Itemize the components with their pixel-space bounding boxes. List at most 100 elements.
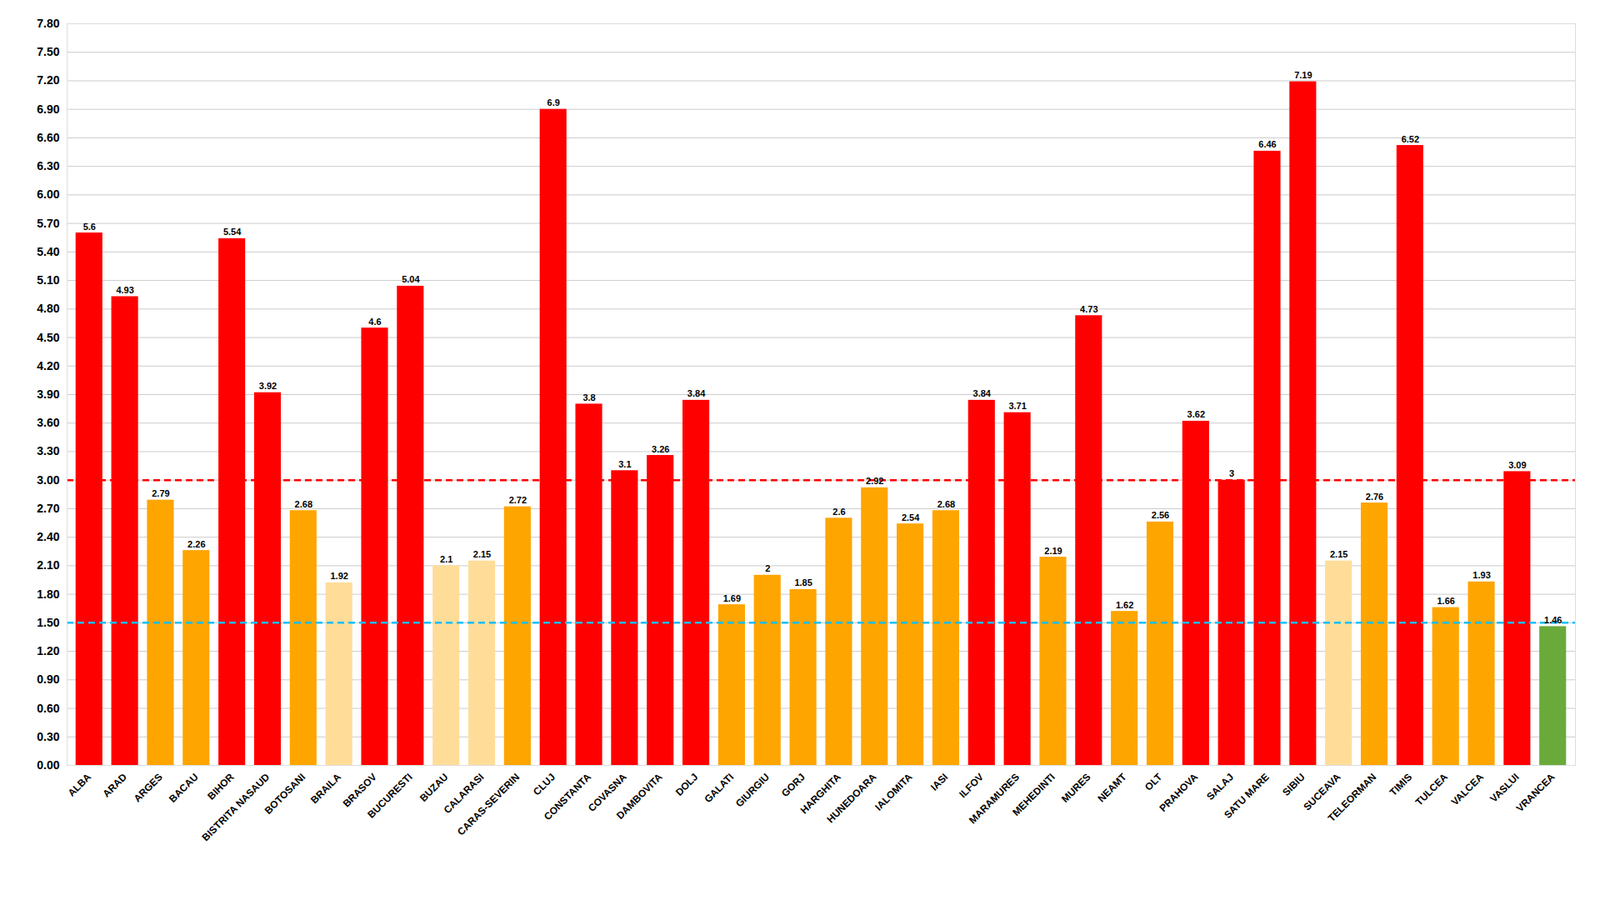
svg-text:NEAMT: NEAMT <box>1095 770 1130 805</box>
svg-text:6.9: 6.9 <box>547 97 560 108</box>
svg-text:2.70: 2.70 <box>36 501 60 515</box>
svg-text:4.20: 4.20 <box>36 359 60 373</box>
svg-text:GORJ: GORJ <box>779 770 808 800</box>
svg-text:ARGES: ARGES <box>131 770 165 805</box>
svg-text:ALBA: ALBA <box>65 770 95 800</box>
svg-text:VASLUI: VASLUI <box>1487 770 1521 805</box>
svg-text:TIMIS: TIMIS <box>1387 770 1415 799</box>
svg-text:4.80: 4.80 <box>36 301 60 315</box>
svg-text:3.26: 3.26 <box>651 444 670 455</box>
svg-text:CLUJ: CLUJ <box>530 770 558 798</box>
svg-text:7.50: 7.50 <box>36 45 60 59</box>
svg-text:6.60: 6.60 <box>36 130 60 145</box>
svg-text:TULCEA: TULCEA <box>1413 770 1451 809</box>
svg-text:5.04: 5.04 <box>401 274 420 285</box>
svg-text:MURES: MURES <box>1059 770 1094 805</box>
svg-text:3.60: 3.60 <box>36 415 60 430</box>
svg-text:1.85: 1.85 <box>794 577 812 588</box>
svg-text:2.92: 2.92 <box>865 475 884 486</box>
svg-text:3.84: 3.84 <box>687 388 706 399</box>
svg-text:DOLJ: DOLJ <box>673 770 701 799</box>
svg-text:SATU MARE: SATU MARE <box>1221 770 1272 821</box>
svg-text:MEHEDINTI: MEHEDINTI <box>1010 770 1058 819</box>
svg-text:6.90: 6.90 <box>36 102 60 116</box>
svg-text:3: 3 <box>1229 468 1235 479</box>
svg-text:6.00: 6.00 <box>36 187 60 201</box>
svg-text:VALCEA: VALCEA <box>1449 770 1486 808</box>
svg-text:0.30: 0.30 <box>36 730 60 744</box>
svg-text:5.6: 5.6 <box>83 221 96 232</box>
svg-text:1.80: 1.80 <box>36 587 60 601</box>
svg-text:5.40: 5.40 <box>36 245 60 259</box>
svg-text:1.50: 1.50 <box>36 615 60 630</box>
svg-text:2.72: 2.72 <box>509 495 527 505</box>
svg-text:2.10: 2.10 <box>36 558 60 572</box>
svg-text:2.15: 2.15 <box>473 549 491 560</box>
svg-text:1.93: 1.93 <box>1472 570 1490 580</box>
svg-text:PRAHOVA: PRAHOVA <box>1156 770 1200 815</box>
svg-text:3.8: 3.8 <box>582 392 595 403</box>
svg-text:2.68: 2.68 <box>937 499 955 510</box>
svg-text:SIBIU: SIBIU <box>1280 770 1308 799</box>
svg-text:3.84: 3.84 <box>973 388 992 399</box>
svg-text:CONSTANTA: CONSTANTA <box>541 770 594 823</box>
svg-text:3.30: 3.30 <box>36 444 60 458</box>
svg-text:3.00: 3.00 <box>36 473 60 487</box>
svg-text:3.62: 3.62 <box>1187 409 1205 420</box>
svg-text:2.1: 2.1 <box>440 554 453 565</box>
svg-text:6.46: 6.46 <box>1258 139 1276 150</box>
svg-text:2.54: 2.54 <box>901 512 920 523</box>
svg-text:2.56: 2.56 <box>1151 510 1170 520</box>
svg-text:1.66: 1.66 <box>1436 595 1455 606</box>
svg-text:BUZAU: BUZAU <box>417 770 451 805</box>
svg-text:VRANCEA: VRANCEA <box>1514 770 1558 815</box>
svg-text:OLT: OLT <box>1142 770 1165 794</box>
svg-text:5.54: 5.54 <box>223 226 242 237</box>
svg-text:3.09: 3.09 <box>1508 460 1526 470</box>
svg-text:6.52: 6.52 <box>1401 134 1420 145</box>
svg-text:ARAD: ARAD <box>100 770 130 800</box>
svg-text:CARAS-SEVERIN: CARAS-SEVERIN <box>455 770 522 838</box>
svg-text:2.76: 2.76 <box>1365 491 1384 502</box>
svg-text:0.00: 0.00 <box>36 758 60 772</box>
svg-text:1.46: 1.46 <box>1544 615 1562 625</box>
svg-text:7.20: 7.20 <box>36 73 60 87</box>
svg-text:BOTOSANI: BOTOSANI <box>262 770 309 817</box>
svg-text:4.6: 4.6 <box>368 316 381 327</box>
svg-text:3.90: 3.90 <box>36 387 60 401</box>
svg-text:4.50: 4.50 <box>36 330 60 345</box>
svg-text:BIHOR: BIHOR <box>205 770 236 802</box>
svg-text:1.62: 1.62 <box>1115 600 1134 610</box>
svg-text:2.19: 2.19 <box>1044 545 1062 556</box>
svg-text:DAMBOVITA: DAMBOVITA <box>614 770 665 822</box>
svg-text:1.69: 1.69 <box>723 593 741 604</box>
svg-text:0.60: 0.60 <box>36 701 60 715</box>
svg-text:5.10: 5.10 <box>36 273 60 287</box>
svg-text:BRAILA: BRAILA <box>308 770 344 806</box>
svg-text:SALAJ: SALAJ <box>1204 770 1236 803</box>
svg-text:HUNEDOARA: HUNEDOARA <box>825 770 880 825</box>
svg-text:ILFOV: ILFOV <box>956 770 986 800</box>
svg-text:2.15: 2.15 <box>1330 549 1348 560</box>
svg-text:2: 2 <box>765 563 770 574</box>
svg-text:7.80: 7.80 <box>36 16 60 30</box>
svg-text:GIURGIU: GIURGIU <box>733 770 772 810</box>
svg-text:GALATI: GALATI <box>701 770 736 805</box>
svg-text:6.30: 6.30 <box>36 159 60 173</box>
svg-text:4.73: 4.73 <box>1080 304 1098 315</box>
svg-text:1.92: 1.92 <box>330 570 348 581</box>
svg-text:2.79: 2.79 <box>151 488 170 499</box>
svg-text:IASI: IASI <box>928 770 950 793</box>
svg-text:1.20: 1.20 <box>36 644 60 658</box>
svg-text:7.19: 7.19 <box>1294 70 1312 80</box>
svg-text:TELEORMAN: TELEORMAN <box>1325 770 1380 825</box>
svg-text:2.26: 2.26 <box>187 539 205 550</box>
svg-text:2.6: 2.6 <box>832 506 845 517</box>
svg-text:2.40: 2.40 <box>36 530 60 544</box>
svg-text:0.90: 0.90 <box>36 672 60 686</box>
svg-text:BUCURESTI: BUCURESTI <box>365 770 415 820</box>
svg-text:3.1: 3.1 <box>618 459 631 470</box>
svg-text:IALOMITA: IALOMITA <box>872 770 915 814</box>
svg-text:2.68: 2.68 <box>295 499 313 510</box>
svg-text:3.92: 3.92 <box>259 380 277 391</box>
